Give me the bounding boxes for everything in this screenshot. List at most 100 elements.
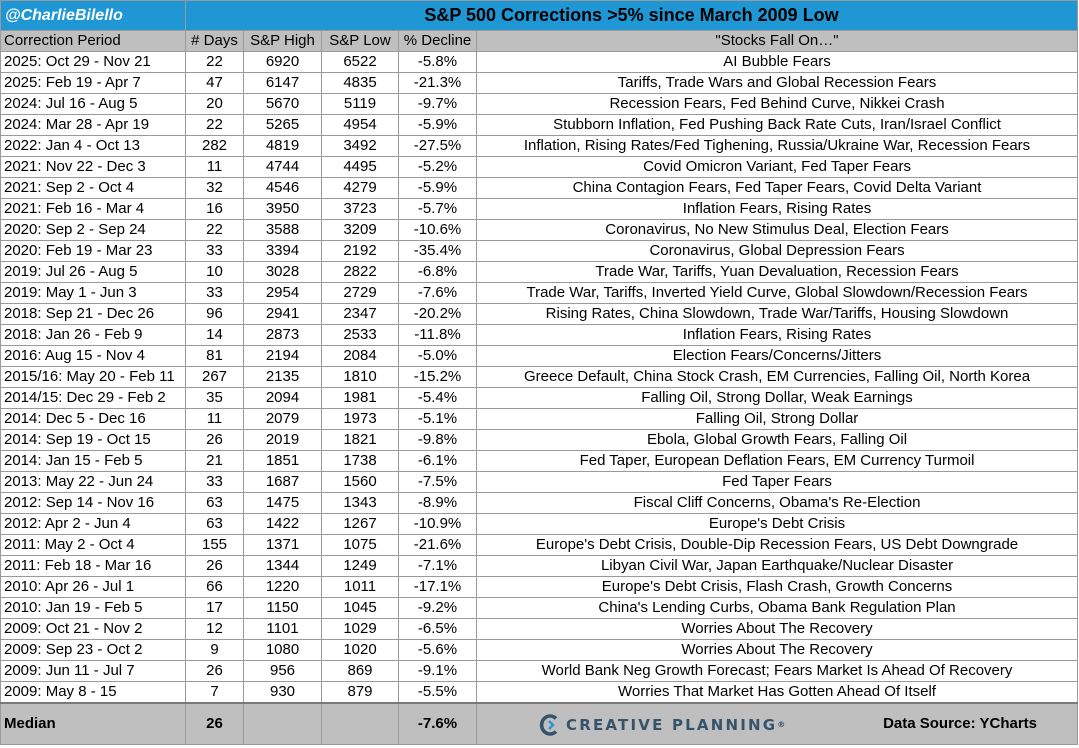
cell-low: 1810 bbox=[321, 366, 399, 388]
cell-high: 1371 bbox=[243, 534, 322, 556]
col-header-days: # Days bbox=[185, 30, 244, 52]
cell-high: 4546 bbox=[243, 177, 322, 199]
cell-days: 26 bbox=[185, 429, 244, 451]
cell-high: 930 bbox=[243, 681, 322, 704]
cell-reason: Tariffs, Trade Wars and Global Recession… bbox=[475, 72, 1079, 94]
cell-low: 3492 bbox=[321, 135, 399, 157]
median-low bbox=[321, 702, 399, 745]
cell-decline: -5.9% bbox=[398, 114, 477, 136]
table-row: 2010: Jan 19 - Feb 5 17 1150 1045 -9.2% China… bbox=[0, 597, 1079, 619]
cell-decline: -11.8% bbox=[398, 324, 477, 346]
cell-period: 2010: Jan 19 - Feb 5 bbox=[0, 597, 186, 619]
cell-period: 2021: Nov 22 - Dec 3 bbox=[0, 156, 186, 178]
cell-low: 1029 bbox=[321, 618, 399, 640]
cell-days: 96 bbox=[185, 303, 244, 325]
cell-low: 2729 bbox=[321, 282, 399, 304]
cell-days: 32 bbox=[185, 177, 244, 199]
cell-decline: -5.1% bbox=[398, 408, 477, 430]
cell-decline: -27.5% bbox=[398, 135, 477, 157]
cell-period: 2015/16: May 20 - Feb 11 bbox=[0, 366, 186, 388]
cell-days: 11 bbox=[185, 156, 244, 178]
table-row: 2014: Sep 19 - Oct 15 26 2019 1821 -9.8% Ebol… bbox=[0, 429, 1079, 451]
cell-reason: Recession Fears, Fed Behind Curve, Nikke… bbox=[475, 93, 1079, 115]
cell-reason: Trade War, Tariffs, Inverted Yield Curve… bbox=[475, 282, 1079, 304]
cell-days: 9 bbox=[185, 639, 244, 661]
cell-high: 4819 bbox=[243, 135, 322, 157]
table-row: 2015/16: May 20 - Feb 11 267 2135 1810 -15.2… bbox=[0, 366, 1079, 388]
cell-period: 2018: Jan 26 - Feb 9 bbox=[0, 324, 186, 346]
cell-days: 63 bbox=[185, 492, 244, 514]
cell-reason: Libyan Civil War, Japan Earthquake/Nucle… bbox=[475, 555, 1079, 577]
cell-period: 2014: Sep 19 - Oct 15 bbox=[0, 429, 186, 451]
cell-high: 2019 bbox=[243, 429, 322, 451]
cell-period: 2018: Sep 21 - Dec 26 bbox=[0, 303, 186, 325]
table-row: 2011: Feb 18 - Mar 16 26 1344 1249 -7.1% Liby… bbox=[0, 555, 1079, 577]
cell-period: 2022: Jan 4 - Oct 13 bbox=[0, 135, 186, 157]
cell-period: 2012: Apr 2 - Jun 4 bbox=[0, 513, 186, 535]
creative-planning-logo: CREATIVE PLANNING® bbox=[539, 714, 785, 736]
cell-low: 2822 bbox=[321, 261, 399, 283]
cell-days: 47 bbox=[185, 72, 244, 94]
cell-reason: Trade War, Tariffs, Yuan Devaluation, Re… bbox=[475, 261, 1079, 283]
cell-low: 4495 bbox=[321, 156, 399, 178]
cell-days: 35 bbox=[185, 387, 244, 409]
table-row: 2020: Feb 19 - Mar 23 33 3394 2192 -35.4% Cor… bbox=[0, 240, 1079, 262]
cell-high: 4744 bbox=[243, 156, 322, 178]
table-row: 2022: Jan 4 - Oct 13 282 4819 3492 -27.5% Inf… bbox=[0, 135, 1079, 157]
table-row: 2009: Sep 23 - Oct 2 9 1080 1020 -5.6% Worrie… bbox=[0, 639, 1079, 661]
cell-reason: China Contagion Fears, Fed Taper Fears, … bbox=[475, 177, 1079, 199]
cell-days: 12 bbox=[185, 618, 244, 640]
cell-low: 3209 bbox=[321, 219, 399, 241]
cell-low: 2192 bbox=[321, 240, 399, 262]
cell-low: 5119 bbox=[321, 93, 399, 115]
cell-high: 1344 bbox=[243, 555, 322, 577]
cell-days: 26 bbox=[185, 660, 244, 682]
cell-decline: -9.2% bbox=[398, 597, 477, 619]
cell-days: 81 bbox=[185, 345, 244, 367]
cell-high: 956 bbox=[243, 660, 322, 682]
table-row: 2012: Apr 2 - Jun 4 63 1422 1267 -10.9% Europ… bbox=[0, 513, 1079, 535]
cell-period: 2024: Mar 28 - Apr 19 bbox=[0, 114, 186, 136]
cell-days: 22 bbox=[185, 219, 244, 241]
table-row: 2009: Oct 21 - Nov 2 12 1101 1029 -6.5% Worri… bbox=[0, 618, 1079, 640]
cell-decline: -7.1% bbox=[398, 555, 477, 577]
median-row: Median 26 -7.6% CREATIVE PLANNING® bbox=[0, 702, 1079, 745]
cell-period: 2021: Feb 16 - Mar 4 bbox=[0, 198, 186, 220]
cell-decline: -6.1% bbox=[398, 450, 477, 472]
cell-period: 2009: Oct 21 - Nov 2 bbox=[0, 618, 186, 640]
cell-period: 2020: Sep 2 - Sep 24 bbox=[0, 219, 186, 241]
cell-period: 2013: May 22 - Jun 24 bbox=[0, 471, 186, 493]
cell-period: 2009: Sep 23 - Oct 2 bbox=[0, 639, 186, 661]
cell-days: 7 bbox=[185, 681, 244, 704]
median-days: 26 bbox=[185, 702, 244, 745]
cell-days: 33 bbox=[185, 471, 244, 493]
cell-period: 2021: Sep 2 - Oct 4 bbox=[0, 177, 186, 199]
cell-low: 869 bbox=[321, 660, 399, 682]
cell-days: 21 bbox=[185, 450, 244, 472]
logo-wordmark: CREATIVE PLANNING® bbox=[566, 715, 785, 735]
cell-days: 26 bbox=[185, 555, 244, 577]
cell-period: 2025: Oct 29 - Nov 21 bbox=[0, 51, 186, 73]
cell-days: 33 bbox=[185, 282, 244, 304]
cell-period: 2009: Jun 11 - Jul 7 bbox=[0, 660, 186, 682]
table-row: 2018: Sep 21 - Dec 26 96 2941 2347 -20.2% Ris… bbox=[0, 303, 1079, 325]
author-handle: @CharlieBilello bbox=[0, 0, 186, 31]
cell-low: 2084 bbox=[321, 345, 399, 367]
cell-high: 3588 bbox=[243, 219, 322, 241]
cell-low: 2347 bbox=[321, 303, 399, 325]
cell-decline: -9.8% bbox=[398, 429, 477, 451]
cell-high: 1475 bbox=[243, 492, 322, 514]
cell-reason: Worries That Market Has Gotten Ahead Of … bbox=[475, 681, 1079, 704]
table-row: 2018: Jan 26 - Feb 9 14 2873 2533 -11.8% Infl… bbox=[0, 324, 1079, 346]
column-header-row: Correction Period # Days S&P High S&P Lo… bbox=[0, 30, 1079, 52]
cell-days: 267 bbox=[185, 366, 244, 388]
cell-period: 2016: Aug 15 - Nov 4 bbox=[0, 345, 186, 367]
cell-low: 1560 bbox=[321, 471, 399, 493]
cell-period: 2025: Feb 19 - Apr 7 bbox=[0, 72, 186, 94]
table-row: 2025: Feb 19 - Apr 7 47 6147 4835 -21.3% Tari… bbox=[0, 72, 1079, 94]
cell-low: 1249 bbox=[321, 555, 399, 577]
cell-decline: -21.3% bbox=[398, 72, 477, 94]
cell-low: 1973 bbox=[321, 408, 399, 430]
cell-low: 1267 bbox=[321, 513, 399, 535]
logo-trademark: ® bbox=[777, 720, 786, 729]
